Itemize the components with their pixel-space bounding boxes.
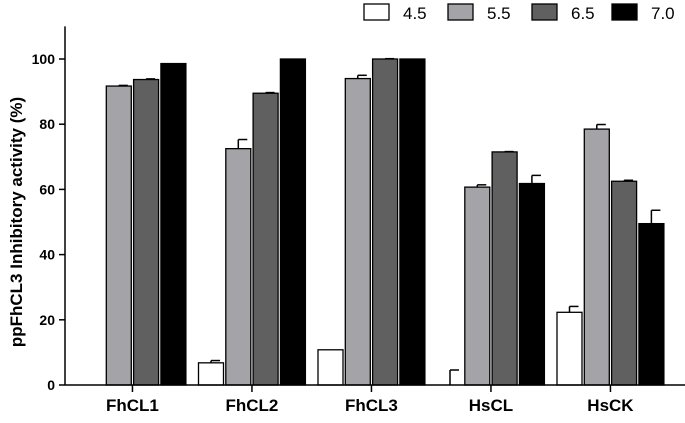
y-tick-label: 100	[32, 51, 56, 67]
bar-FhCL2-4.5	[197, 362, 225, 386]
bar-FhCL3-4.5	[317, 349, 344, 386]
bar-FhCL3-6.5	[371, 58, 399, 386]
legend-swatch-7.0	[611, 3, 638, 21]
bar-HsCK-5.5	[583, 128, 610, 386]
bar-HsCK-7.0	[638, 222, 665, 386]
bar-HsCL-5.5	[464, 186, 491, 386]
legend-swatch-5.5	[447, 3, 474, 21]
bar-FhCL2-5.5	[225, 147, 252, 386]
bar-FhCL1-5.5	[105, 85, 132, 386]
x-tick-label: HsCL	[469, 396, 513, 415]
y-tick-label: 80	[39, 116, 55, 132]
y-tick-label: 40	[39, 247, 55, 263]
x-tick-label: HsCK	[587, 396, 634, 415]
bar-FhCL2-6.5	[252, 92, 279, 386]
x-tick-label: FhCL1	[106, 396, 159, 415]
legend: 4.5 5.5 6.5 7.0	[363, 3, 675, 23]
bar-HsCL-6.5	[491, 151, 518, 386]
x-tick-label: FhCL3	[345, 396, 398, 415]
bar-FhCL1-7.0	[160, 62, 187, 386]
bar-HsCL-7.0	[518, 182, 546, 386]
legend-label: 6.5	[571, 4, 595, 23]
bar-FhCL3-7.0	[399, 58, 426, 386]
y-tick-label: 0	[47, 377, 55, 393]
legend-label: 4.5	[403, 4, 427, 23]
y-axis-label: ppFhCL3 Inhibitory activity (%)	[7, 97, 26, 347]
bar-FhCL2-7.0	[279, 58, 307, 386]
legend-label: 5.5	[487, 4, 511, 23]
legend-swatch-4.5	[363, 3, 390, 21]
legend-label: 7.0	[651, 4, 675, 23]
x-tick-label: FhCL2	[226, 396, 279, 415]
bar-FhCL1-6.5	[132, 78, 160, 386]
bar-FhCL3-5.5	[344, 77, 371, 386]
bar-HsCK-6.5	[610, 180, 638, 386]
bars	[105, 57, 665, 386]
bar-HsCK-4.5	[556, 311, 583, 386]
axes: FhCL1 FhCL2 FhCL3 HsCL HsCK 0 20 40 60 80 100	[32, 26, 685, 415]
legend-swatch-6.5	[531, 3, 558, 21]
y-tick-label: 20	[39, 312, 55, 328]
y-tick-label: 60	[39, 181, 55, 197]
